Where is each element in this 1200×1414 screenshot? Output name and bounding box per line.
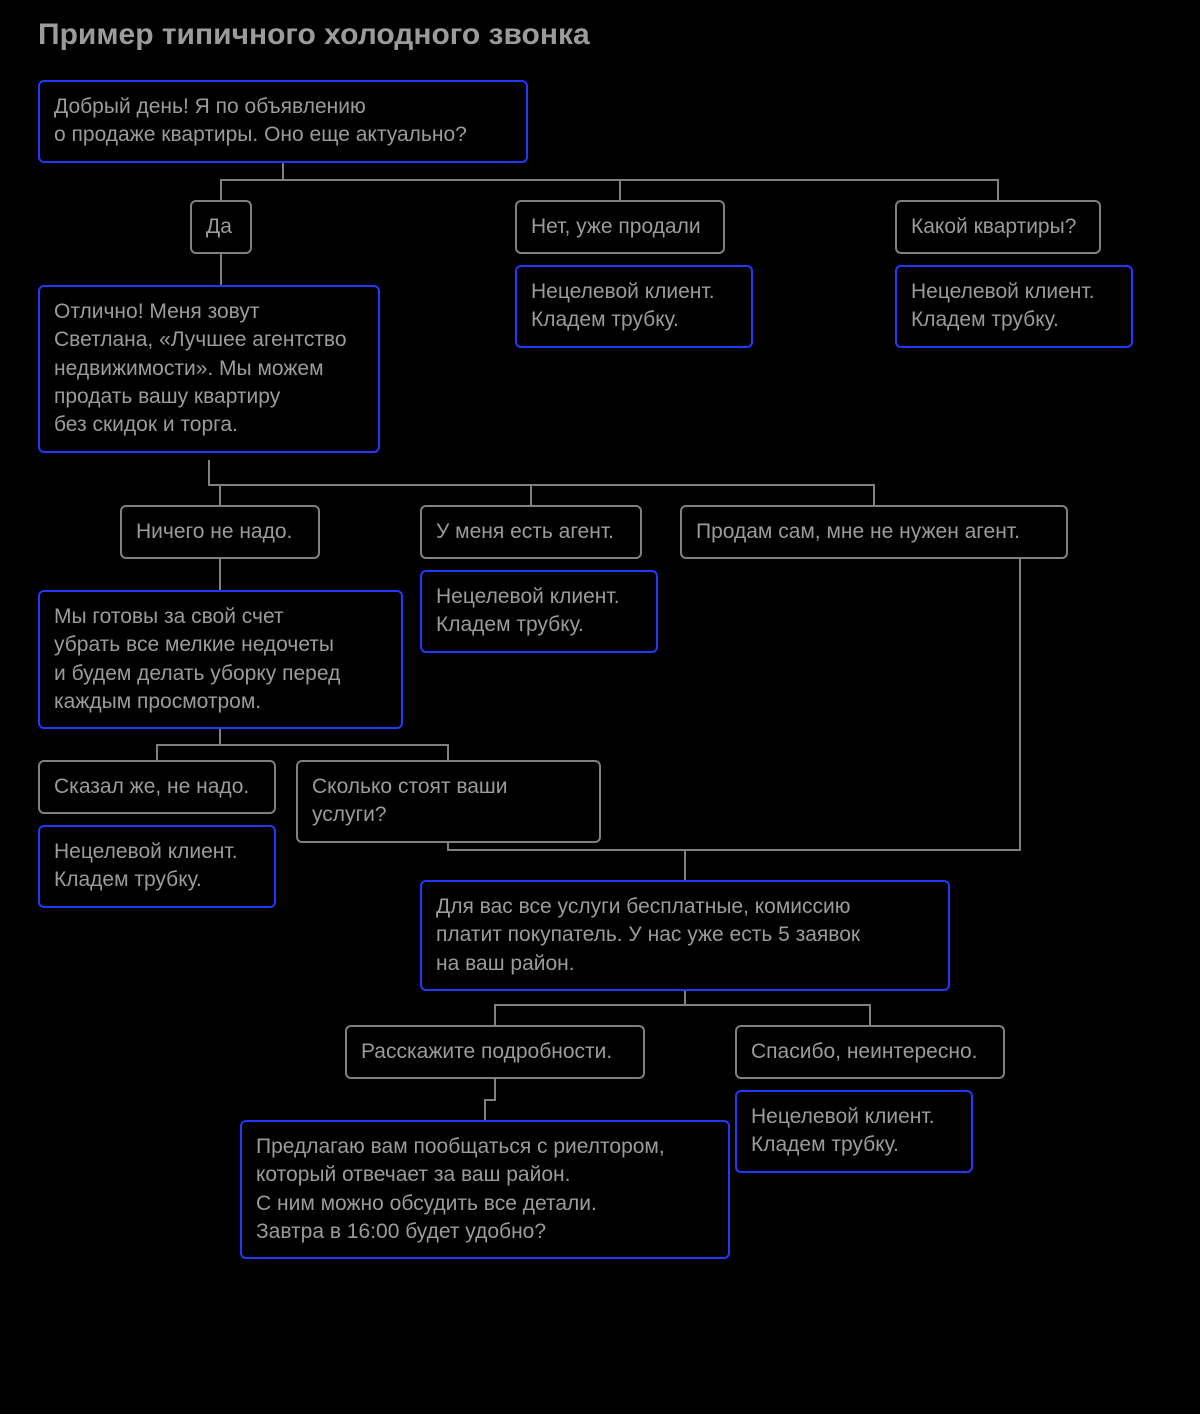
flow-node-n14: Сколько стоят ваши услуги? [296, 760, 601, 843]
flow-node-n20: Предлагаю вам пообщаться с риелтором, ко… [240, 1120, 730, 1259]
flow-node-n2: Да [190, 200, 252, 254]
flow-node-n18: Спасибо, неинтересно. [735, 1025, 1005, 1079]
flow-node-n6: Нецелевой клиент. Кладем трубку. [895, 265, 1133, 348]
flow-node-n11: Нецелевой клиент. Кладем трубку. [420, 570, 658, 653]
flow-node-n13: Сказал же, не надо. [38, 760, 276, 814]
flow-node-n17: Расскажите подробности. [345, 1025, 645, 1079]
flow-node-n9: У меня есть агент. [420, 505, 642, 559]
flow-node-n7: Отлично! Меня зовут Светлана, «Лучшее аг… [38, 285, 380, 453]
flow-node-n3: Нет, уже продали [515, 200, 725, 254]
flow-node-n10: Продам сам, мне не нужен агент. [680, 505, 1068, 559]
flow-node-n12: Мы готовы за свой счет убрать все мелкие… [38, 590, 403, 729]
flow-node-n16: Для вас все услуги бесплатные, комиссию … [420, 880, 950, 991]
diagram-title: Пример типичного холодного звонка [38, 18, 590, 52]
flow-node-n15: Нецелевой клиент. Кладем трубку. [38, 825, 276, 908]
flow-node-n5: Нецелевой клиент. Кладем трубку. [515, 265, 753, 348]
flow-node-n4: Какой квартиры? [895, 200, 1101, 254]
flow-node-n1: Добрый день! Я по объявлению о продаже к… [38, 80, 528, 163]
flow-node-n8: Ничего не надо. [120, 505, 320, 559]
flow-node-n19: Нецелевой клиент. Кладем трубку. [735, 1090, 973, 1173]
